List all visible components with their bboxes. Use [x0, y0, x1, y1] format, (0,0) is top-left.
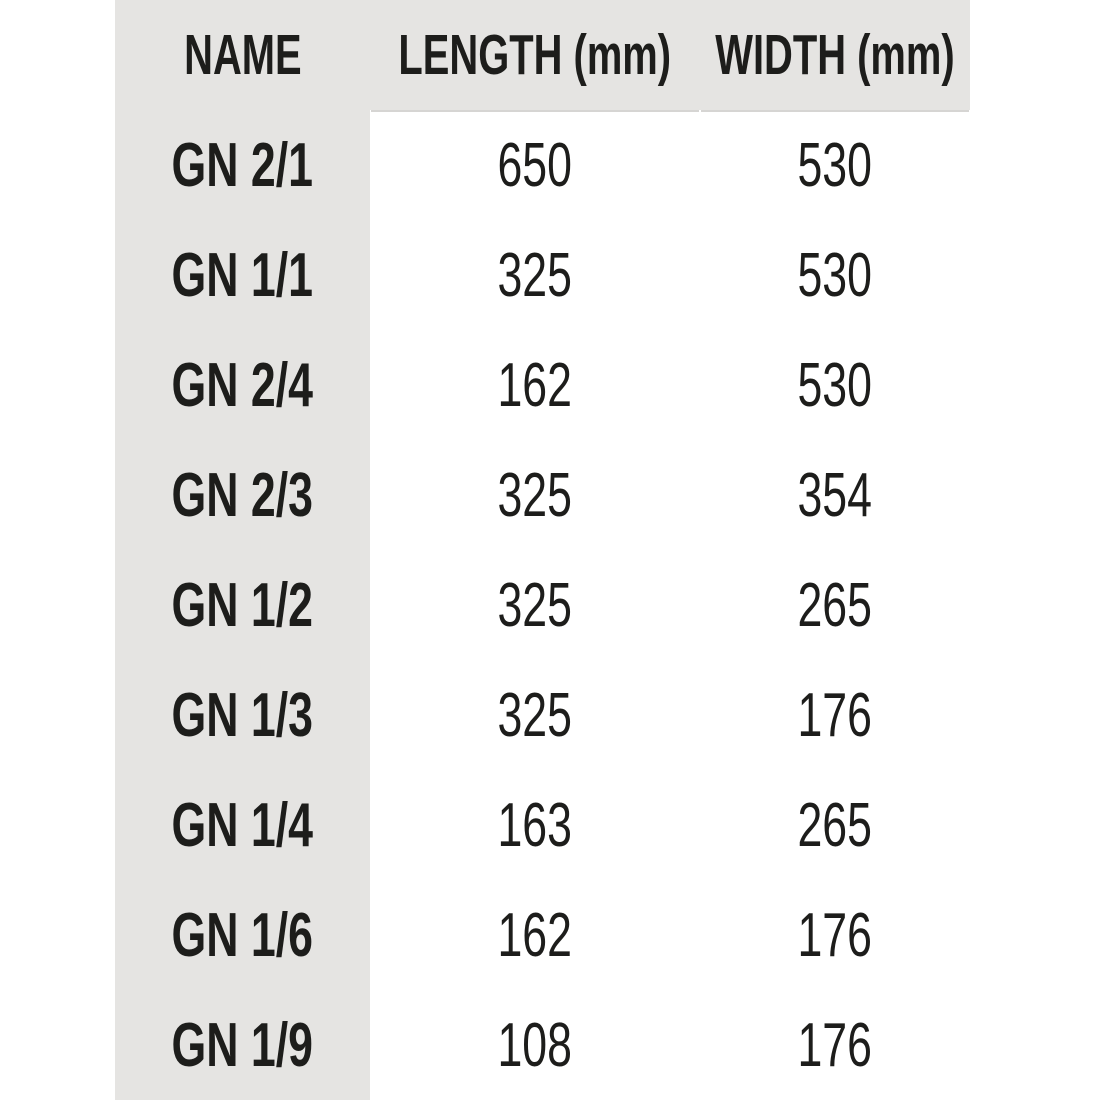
row-length-cell: 162	[370, 880, 700, 990]
row-width-value: 354	[797, 460, 873, 530]
row-name-label: GN 2/1	[171, 130, 314, 200]
left-margin	[0, 880, 115, 990]
row-width-cell: 530	[700, 330, 970, 440]
row-name-label: GN 1/3	[171, 680, 314, 750]
row-name-cell: GN 2/3	[115, 440, 370, 550]
row-width-value: 176	[797, 1010, 873, 1080]
table-row: GN 2/1 650 530	[0, 110, 1100, 220]
table-row: GN 2/4 162 530	[0, 330, 1100, 440]
row-width-value: 530	[797, 350, 873, 420]
left-margin	[0, 330, 115, 440]
right-margin	[970, 990, 1100, 1100]
table-row: GN 1/4 163 265	[0, 770, 1100, 880]
row-name-cell: GN 1/9	[115, 990, 370, 1100]
row-name-label: GN 2/3	[171, 460, 314, 530]
row-length-cell: 325	[370, 660, 700, 770]
table-row: GN 1/3 325 176	[0, 660, 1100, 770]
row-name-label: GN 2/4	[171, 350, 314, 420]
row-width-cell: 176	[700, 880, 970, 990]
column-header-length: LENGTH (mm)	[370, 0, 700, 110]
left-margin	[0, 440, 115, 550]
table-row: GN 1/2 325 265	[0, 550, 1100, 660]
column-header-width-label: WIDTH (mm)	[715, 23, 955, 87]
right-margin	[970, 880, 1100, 990]
right-margin	[970, 220, 1100, 330]
row-width-cell: 265	[700, 770, 970, 880]
row-name-label: GN 1/1	[171, 240, 314, 310]
right-margin	[970, 0, 1100, 110]
right-margin	[970, 110, 1100, 220]
left-margin	[0, 110, 115, 220]
left-margin	[0, 660, 115, 770]
row-name-cell: GN 1/4	[115, 770, 370, 880]
left-margin	[0, 770, 115, 880]
row-width-value: 265	[797, 570, 873, 640]
right-margin	[970, 770, 1100, 880]
row-width-value: 530	[797, 240, 873, 310]
right-margin	[970, 550, 1100, 660]
row-length-value: 162	[497, 900, 573, 970]
row-length-value: 163	[497, 790, 573, 860]
row-name-label: GN 1/2	[171, 570, 314, 640]
row-width-value: 265	[797, 790, 873, 860]
row-name-cell: GN 1/3	[115, 660, 370, 770]
table-row: GN 1/6 162 176	[0, 880, 1100, 990]
right-margin	[970, 440, 1100, 550]
row-name-cell: GN 1/6	[115, 880, 370, 990]
row-width-cell: 530	[700, 220, 970, 330]
right-margin	[970, 660, 1100, 770]
row-name-cell: GN 1/1	[115, 220, 370, 330]
row-width-cell: 354	[700, 440, 970, 550]
table-row: GN 1/1 325 530	[0, 220, 1100, 330]
row-length-cell: 650	[370, 110, 700, 220]
column-header-name-label: NAME	[183, 23, 302, 87]
row-length-value: 325	[497, 240, 573, 310]
row-length-value: 650	[497, 130, 573, 200]
row-name-cell: GN 2/1	[115, 110, 370, 220]
row-width-cell: 530	[700, 110, 970, 220]
row-name-cell: GN 1/2	[115, 550, 370, 660]
row-length-value: 162	[497, 350, 573, 420]
row-length-value: 325	[497, 570, 573, 640]
left-margin	[0, 990, 115, 1100]
row-length-value: 325	[497, 680, 573, 750]
left-margin	[0, 0, 115, 110]
row-name-cell: GN 2/4	[115, 330, 370, 440]
row-length-cell: 108	[370, 990, 700, 1100]
left-margin	[0, 220, 115, 330]
table-header-row: NAME LENGTH (mm) WIDTH (mm)	[0, 0, 1100, 110]
row-width-value: 176	[797, 900, 873, 970]
column-header-width: WIDTH (mm)	[700, 0, 970, 110]
row-length-cell: 325	[370, 550, 700, 660]
row-length-value: 325	[497, 460, 573, 530]
table-row: GN 1/9 108 176	[0, 990, 1100, 1100]
row-width-cell: 176	[700, 660, 970, 770]
column-header-length-label: LENGTH (mm)	[398, 23, 672, 87]
row-length-cell: 163	[370, 770, 700, 880]
table-row: GN 2/3 325 354	[0, 440, 1100, 550]
row-width-cell: 265	[700, 550, 970, 660]
row-width-value: 530	[797, 130, 873, 200]
row-length-value: 108	[497, 1010, 573, 1080]
row-width-cell: 176	[700, 990, 970, 1100]
row-name-label: GN 1/4	[171, 790, 314, 860]
right-margin	[970, 330, 1100, 440]
row-length-cell: 162	[370, 330, 700, 440]
row-name-label: GN 1/6	[171, 900, 314, 970]
row-width-value: 176	[797, 680, 873, 750]
row-name-label: GN 1/9	[171, 1010, 314, 1080]
left-margin	[0, 550, 115, 660]
column-header-name: NAME	[115, 0, 370, 110]
row-length-cell: 325	[370, 220, 700, 330]
row-length-cell: 325	[370, 440, 700, 550]
